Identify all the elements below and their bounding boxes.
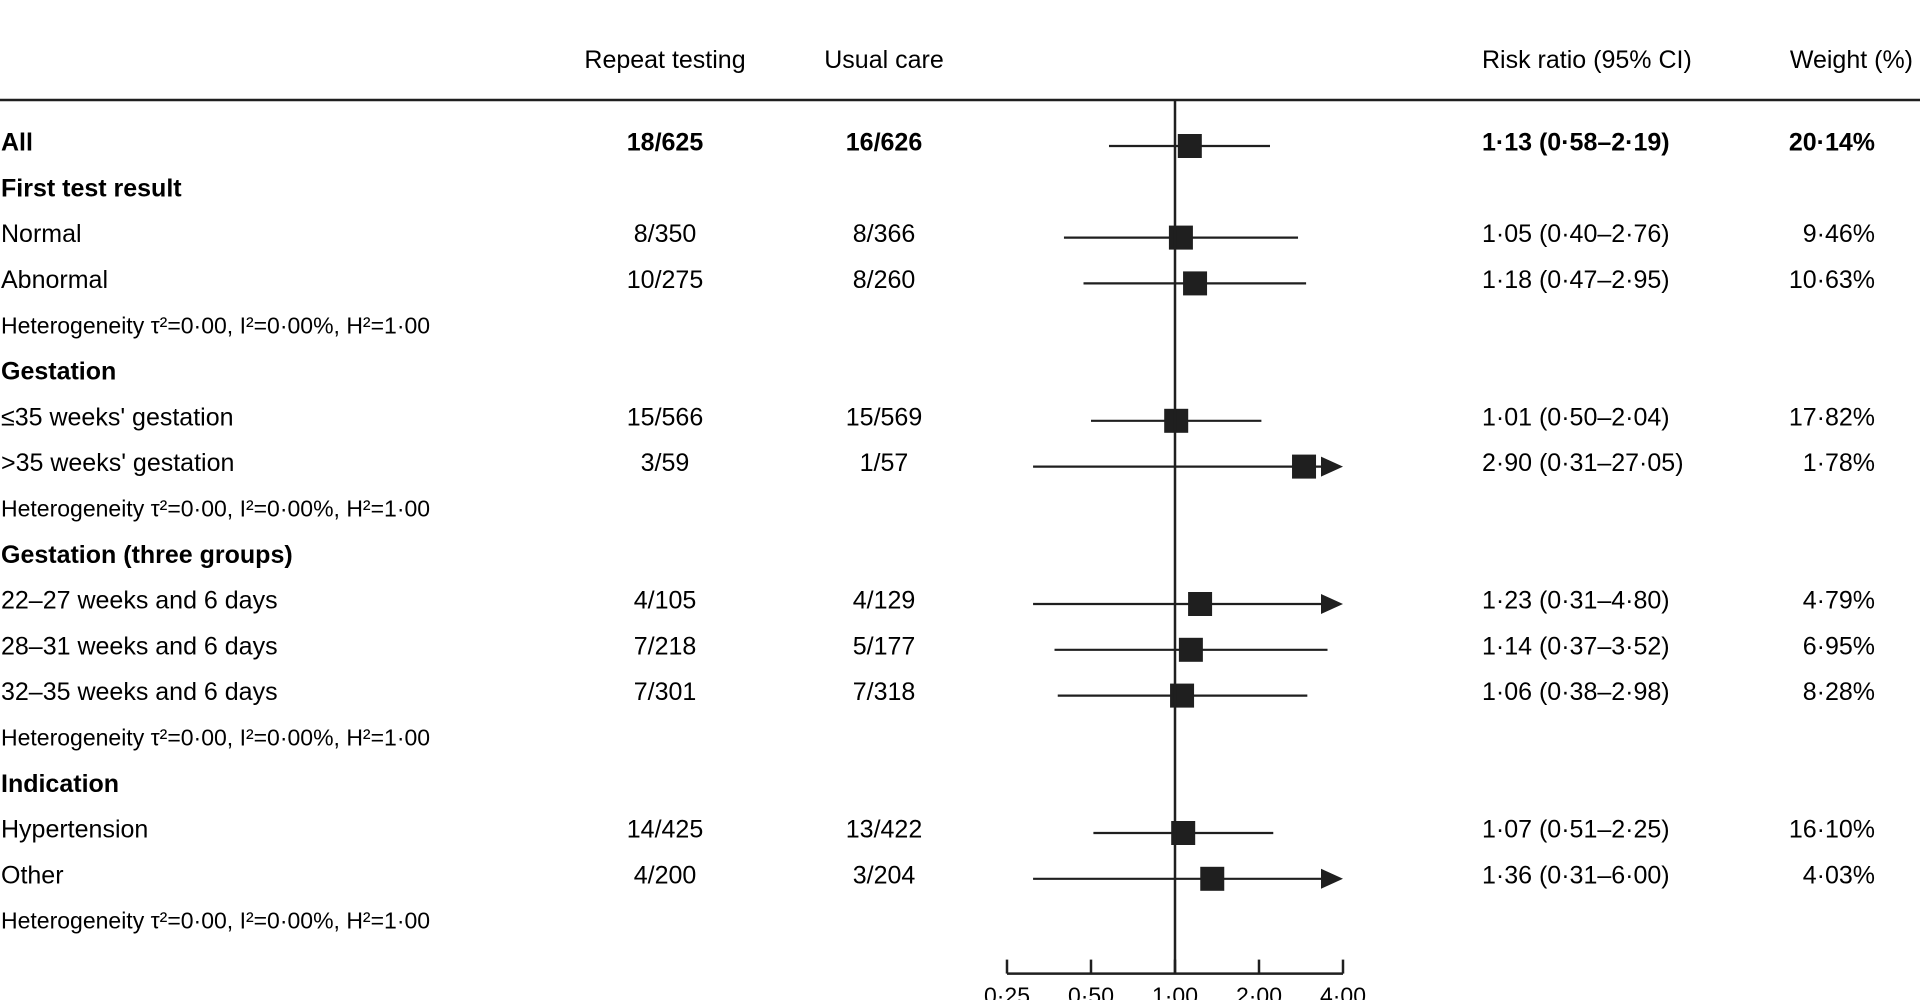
group-label: Indication	[1, 770, 119, 798]
risk-ratio-value: 1·18 (0·47–2·95)	[1482, 266, 1670, 294]
row-label: Other	[1, 861, 64, 889]
point-estimate-square	[1292, 454, 1317, 479]
point-estimate-square	[1183, 271, 1208, 296]
repeat-testing-value: 3/59	[641, 449, 690, 477]
usual-care-value: 1/57	[860, 449, 909, 477]
weight-value: 16·10%	[1789, 816, 1875, 844]
header-risk-ratio: Risk ratio (95% CI)	[1482, 46, 1692, 74]
repeat-testing-value: 8/350	[634, 220, 697, 248]
row-label: Abnormal	[1, 266, 108, 294]
heterogeneity-label: Heterogeneity τ²=0·00, I²=0·00%, H²=1·00	[1, 724, 430, 750]
header-repeat-testing: Repeat testing	[584, 46, 745, 74]
usual-care-value: 8/260	[853, 266, 916, 294]
ci-arrow	[1321, 868, 1343, 889]
risk-ratio-value: 2·90 (0·31–27·05)	[1482, 449, 1684, 477]
usual-care-value: 7/318	[853, 678, 916, 706]
column-headers: Repeat testing Usual care Risk ratio (95…	[584, 46, 1913, 74]
x-tick-label: 4·00	[1320, 983, 1366, 1000]
header-weight: Weight (%)	[1790, 46, 1913, 74]
x-tick-label: 2·00	[1236, 983, 1282, 1000]
row-label: Hypertension	[1, 816, 148, 844]
row-label: >35 weeks' gestation	[1, 449, 234, 477]
usual-care-value: 13/422	[846, 816, 922, 844]
weight-value: 17·82%	[1789, 403, 1875, 431]
row-label: Normal	[1, 220, 82, 248]
x-tick-label: 0·50	[1068, 983, 1114, 1000]
weight-value: 8·28%	[1803, 678, 1875, 706]
weight-value: 6·95%	[1803, 632, 1875, 660]
usual-care-value: 15/569	[846, 403, 922, 431]
heterogeneity-label: Heterogeneity τ²=0·00, I²=0·00%, H²=1·00	[1, 312, 430, 338]
risk-ratio-value: 1·05 (0·40–2·76)	[1482, 220, 1670, 248]
risk-ratio-value: 1·01 (0·50–2·04)	[1482, 403, 1670, 431]
usual-care-value: 3/204	[853, 861, 916, 889]
x-tick-label: 1·00	[1152, 983, 1198, 1000]
repeat-testing-value: 15/566	[627, 403, 703, 431]
repeat-testing-value: 4/200	[634, 861, 697, 889]
heterogeneity-label: Heterogeneity τ²=0·00, I²=0·00%, H²=1·00	[1, 495, 430, 521]
usual-care-value: 4/129	[853, 587, 916, 615]
risk-ratio-value: 1·06 (0·38–2·98)	[1482, 678, 1670, 706]
risk-ratio-value: 1·23 (0·31–4·80)	[1482, 587, 1670, 615]
usual-care-value: 8/366	[853, 220, 916, 248]
risk-ratio-value: 1·07 (0·51–2·25)	[1482, 816, 1670, 844]
row-label: 22–27 weeks and 6 days	[1, 587, 278, 615]
group-label: First test result	[1, 174, 182, 202]
row-label: 32–35 weeks and 6 days	[1, 678, 278, 706]
point-estimate-square	[1178, 637, 1203, 662]
heterogeneity-label: Heterogeneity τ²=0·00, I²=0·00%, H²=1·00	[1, 908, 430, 934]
weight-value: 9·46%	[1803, 220, 1875, 248]
weight-value: 10·63%	[1789, 266, 1875, 294]
weight-value: 4·79%	[1803, 587, 1875, 615]
row-label: 28–31 weeks and 6 days	[1, 632, 278, 660]
ci-arrow	[1321, 594, 1343, 614]
group-label: Gestation (three groups)	[1, 541, 293, 569]
point-estimate-square	[1200, 866, 1225, 891]
risk-ratio-value: 1·36 (0·31–6·00)	[1482, 861, 1670, 889]
row-label: ≤35 weeks' gestation	[1, 403, 234, 431]
weight-value: 4·03%	[1803, 861, 1875, 889]
usual-care-value: 16/626	[846, 129, 922, 157]
usual-care-value: 5/177	[853, 632, 916, 660]
row-label: All	[1, 129, 33, 157]
repeat-testing-value: 18/625	[627, 129, 704, 157]
repeat-testing-value: 7/218	[634, 632, 697, 660]
repeat-testing-value: 10/275	[627, 266, 703, 294]
x-tick-label: 0·25	[984, 983, 1030, 1000]
repeat-testing-value: 4/105	[634, 587, 697, 615]
point-estimate-square	[1168, 225, 1193, 250]
group-label: Gestation	[1, 358, 116, 386]
weight-value: 20·14%	[1789, 129, 1875, 157]
risk-ratio-value: 1·14 (0·37–3·52)	[1482, 632, 1670, 660]
point-estimate-square	[1177, 134, 1202, 158]
point-estimate-square	[1170, 683, 1195, 708]
point-estimate-square	[1188, 592, 1213, 616]
ci-arrow	[1321, 456, 1343, 477]
repeat-testing-value: 14/425	[627, 816, 703, 844]
repeat-testing-value: 7/301	[634, 678, 697, 706]
risk-ratio-value: 1·13 (0·58–2·19)	[1482, 129, 1670, 157]
header-usual-care: Usual care	[824, 46, 944, 74]
weight-value: 1·78%	[1803, 449, 1875, 477]
